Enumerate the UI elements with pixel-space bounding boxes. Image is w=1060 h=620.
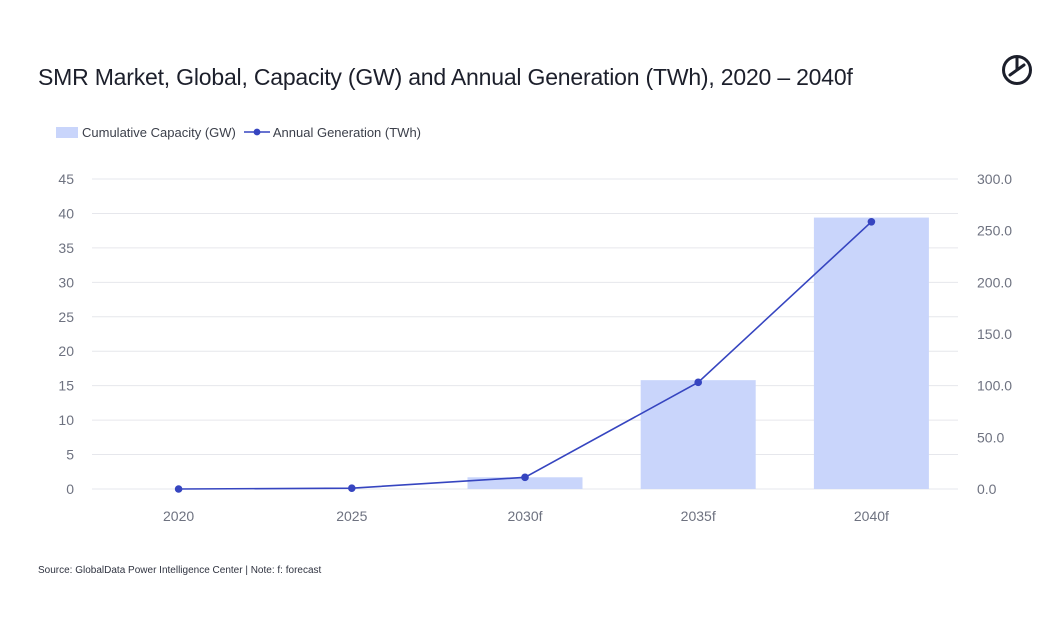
generation-line: [178, 221, 872, 490]
capacity-bars: [467, 217, 929, 490]
generation-point: [867, 217, 876, 226]
left-axis: 0 5 10 15 20 25 30 35 40 45: [58, 171, 74, 497]
legend-swatch-capacity: [56, 126, 78, 138]
right-axis: 0.0 50.0 100.0 150.0 200.0 250.0 300.0: [977, 171, 1012, 497]
right-axis-tick-label: 200.0: [977, 274, 1012, 290]
legend-swatch-generation: [243, 126, 270, 138]
left-axis-tick-label: 20: [58, 343, 74, 359]
generation-point: [694, 378, 702, 387]
left-axis-tick-label: 10: [58, 412, 74, 428]
chart-title: SMR Market, Global, Capacity (GW) and An…: [38, 64, 853, 90]
legend-label-generation: Annual Generation (TWh): [272, 124, 421, 140]
left-axis-tick-label: 0: [66, 481, 74, 497]
left-axis-tick-label: 25: [58, 309, 74, 325]
x-axis-tick-label: 2030f: [507, 508, 542, 524]
source-note: Source: GlobalData Power Intelligence Ce…: [38, 565, 322, 576]
x-axis: 2020 2025 2030f 2035f 2040f: [163, 508, 889, 524]
right-axis-tick-label: 250.0: [977, 223, 1012, 239]
left-axis-tick-label: 45: [58, 171, 74, 187]
capacity-bar: [813, 217, 929, 490]
x-axis-tick-label: 2020: [163, 508, 194, 524]
legend-label-capacity: Cumulative Capacity (GW): [82, 124, 236, 140]
generation-point: [174, 485, 183, 493]
generation-point: [348, 484, 356, 492]
left-axis-tick-label: 15: [58, 378, 74, 394]
capacity-bar: [467, 477, 583, 489]
generation-line-series: [174, 217, 876, 493]
right-axis-tick-label: 300.0: [977, 171, 1012, 187]
generation-point: [521, 473, 529, 482]
x-axis-tick-label: 2025: [336, 508, 367, 524]
right-axis-tick-label: 50.0: [977, 429, 1004, 445]
right-axis-tick-label: 150.0: [977, 326, 1012, 342]
capacity-bar: [640, 380, 756, 489]
right-axis-tick-label: 0.0: [977, 481, 997, 497]
right-axis-tick-label: 100.0: [977, 378, 1012, 394]
x-axis-tick-label: 2040f: [854, 508, 889, 524]
left-axis-tick-label: 30: [58, 274, 74, 290]
left-axis-tick-label: 40: [58, 205, 74, 221]
left-axis-tick-label: 35: [58, 240, 74, 256]
x-axis-tick-label: 2035f: [681, 508, 716, 524]
globaldata-logo-icon: [1002, 55, 1032, 85]
legend: Cumulative Capacity (GW) Annual Generati…: [56, 123, 421, 141]
left-axis-tick-label: 5: [66, 447, 74, 463]
